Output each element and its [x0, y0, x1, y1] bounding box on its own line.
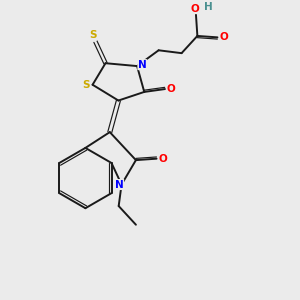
Text: O: O — [158, 154, 167, 164]
Text: S: S — [82, 80, 90, 90]
Text: O: O — [219, 32, 228, 42]
Text: N: N — [138, 60, 147, 70]
Text: S: S — [89, 30, 96, 40]
Text: O: O — [190, 4, 199, 14]
Text: H: H — [204, 2, 212, 12]
Text: O: O — [167, 84, 176, 94]
Text: N: N — [115, 179, 124, 190]
